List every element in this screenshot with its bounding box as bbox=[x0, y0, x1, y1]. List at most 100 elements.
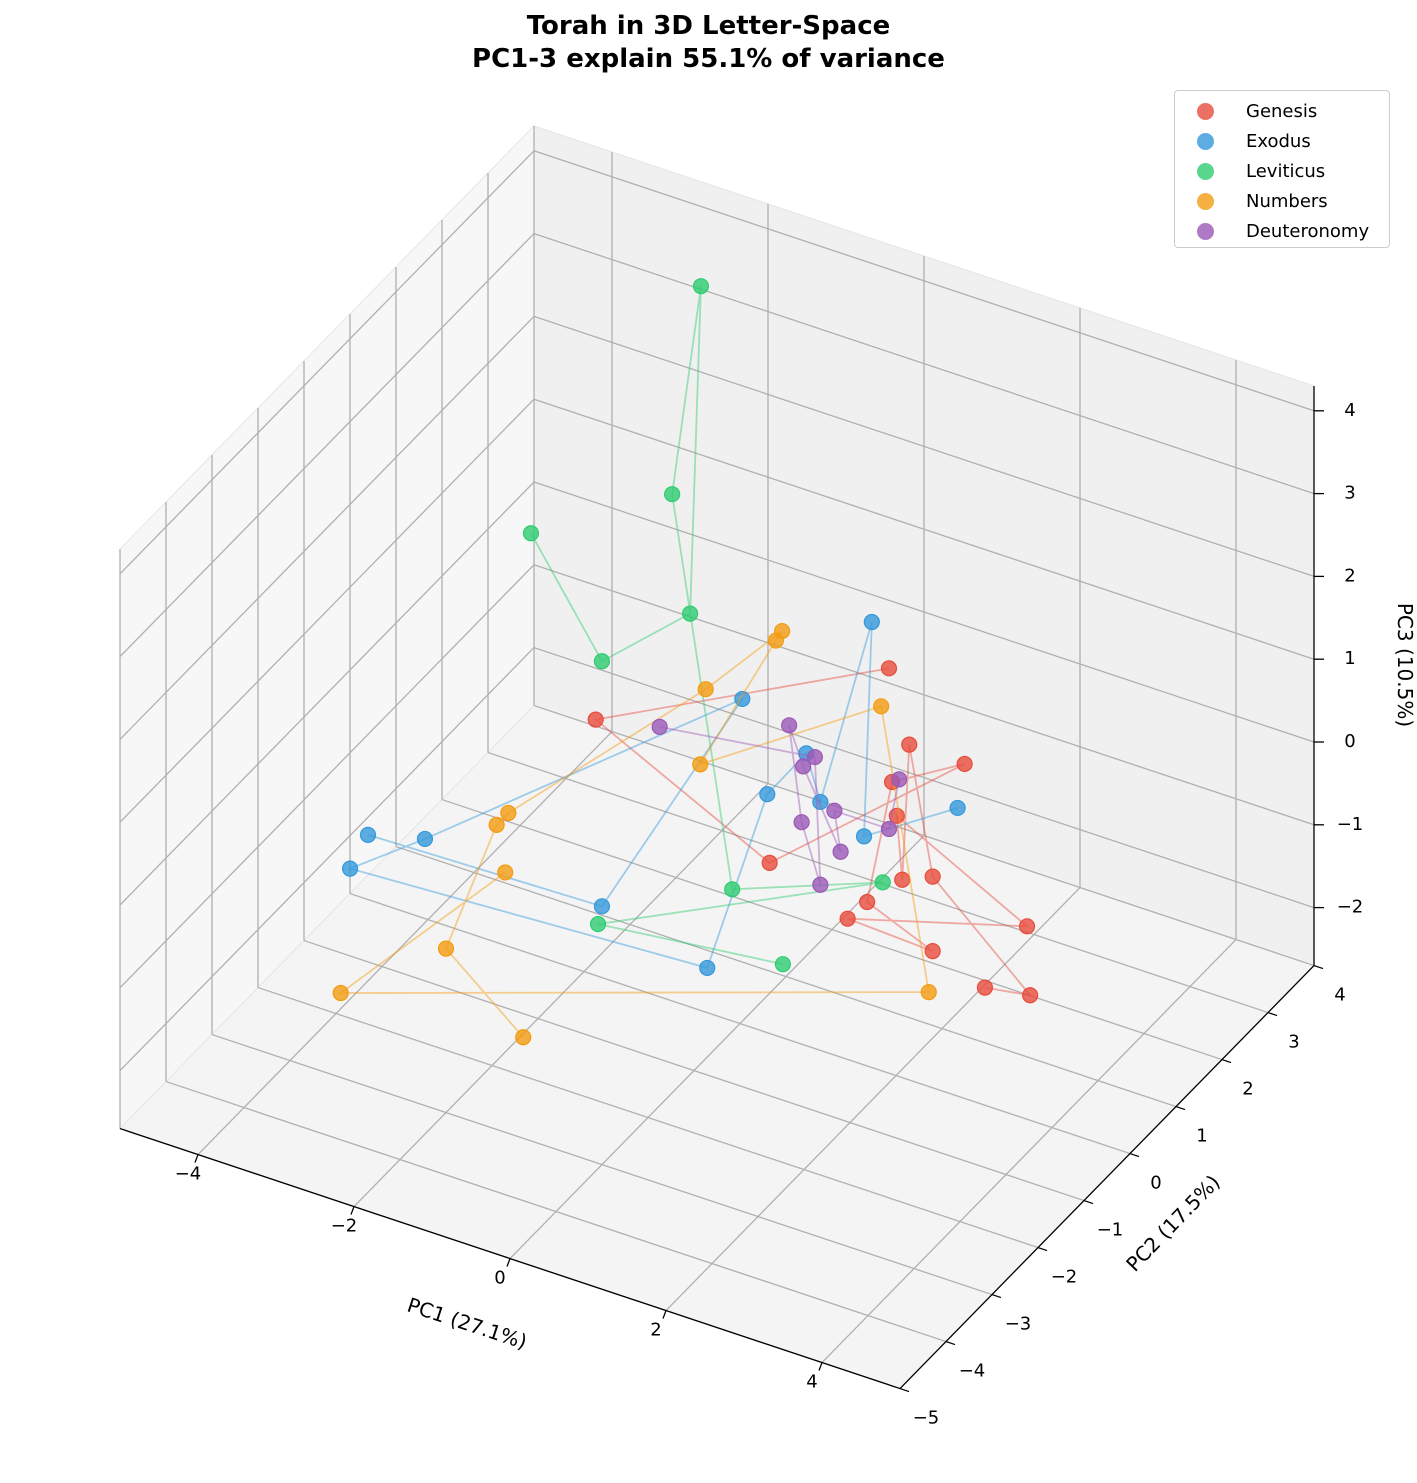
x-tick-label: 2 bbox=[650, 1320, 661, 1341]
z-tick-label: −1 bbox=[1337, 814, 1364, 835]
data-point-exodus bbox=[416, 830, 434, 848]
data-point-leviticus bbox=[692, 278, 710, 295]
legend-marker bbox=[1197, 102, 1214, 120]
data-point-exodus bbox=[699, 959, 716, 977]
z-tick-label: −2 bbox=[1337, 897, 1364, 918]
grid-line-z bbox=[533, 150, 1315, 412]
grid-line-z bbox=[533, 646, 1315, 909]
legend-item: Numbers bbox=[1187, 186, 1389, 216]
grid-line-y bbox=[303, 939, 1085, 1202]
data-point-numbers bbox=[515, 1029, 532, 1046]
y-tick-label: −3 bbox=[1005, 1314, 1032, 1335]
data-point-leviticus bbox=[589, 915, 607, 933]
legend-item: Genesis bbox=[1187, 96, 1389, 126]
data-point-genesis bbox=[880, 660, 898, 677]
z-tick-label: 4 bbox=[1344, 400, 1355, 421]
axis-panes bbox=[119, 124, 1315, 1390]
data-point-numbers bbox=[497, 864, 514, 881]
grid-lines bbox=[119, 125, 1315, 1390]
data-point-exodus bbox=[359, 826, 377, 843]
y-tick-label: −5 bbox=[913, 1408, 940, 1429]
series-line-deuteronomy bbox=[659, 725, 901, 885]
grid-line-z bbox=[119, 398, 535, 823]
legend-item: Exodus bbox=[1187, 126, 1389, 156]
data-point-deuteronomy bbox=[832, 843, 849, 860]
z-tick-label: 2 bbox=[1344, 565, 1355, 586]
data-point-exodus bbox=[812, 793, 829, 811]
data-point-genesis bbox=[956, 755, 973, 773]
data-point-genesis bbox=[924, 943, 941, 960]
legend-label: Deuteronomy bbox=[1246, 220, 1370, 242]
data-point-exodus bbox=[593, 898, 611, 915]
data-point-deuteronomy bbox=[781, 717, 798, 734]
grid-line-x bbox=[665, 887, 1081, 1312]
x-tick-label: −4 bbox=[175, 1164, 202, 1185]
data-point-leviticus bbox=[664, 486, 681, 503]
data-point-genesis bbox=[761, 854, 778, 871]
y-tick-mark bbox=[899, 1387, 910, 1393]
grid-line-z bbox=[533, 481, 1315, 743]
data-point-genesis bbox=[1022, 987, 1039, 1004]
series-line-exodus bbox=[347, 621, 958, 970]
y-tick-mark bbox=[1313, 964, 1324, 970]
data-series bbox=[332, 278, 1039, 1046]
data-point-deuteronomy bbox=[793, 814, 810, 831]
legend-label: Numbers bbox=[1246, 190, 1328, 212]
grid-line-z bbox=[119, 150, 535, 575]
y-tick-mark bbox=[1083, 1199, 1094, 1205]
x-tick-mark bbox=[662, 1310, 667, 1319]
x-tick-label: 0 bbox=[494, 1268, 505, 1289]
y-axis-label: PC2 (17.5%) bbox=[1121, 1170, 1225, 1276]
grid-line-y bbox=[211, 1033, 993, 1296]
data-point-genesis bbox=[894, 871, 911, 888]
subtitle-line: PC1-3 explain 55.1% of variance bbox=[472, 44, 945, 74]
grid-line-x bbox=[197, 731, 613, 1156]
data-point-deuteronomy bbox=[891, 771, 908, 788]
y-axis-line bbox=[899, 965, 1315, 1390]
y-tick-mark bbox=[1267, 1011, 1278, 1017]
title-line: Torah in 3D Letter-Space bbox=[526, 11, 891, 41]
legend: Genesis Exodus Leviticus Numbers Deuteronomy bbox=[1174, 90, 1390, 248]
data-point-leviticus bbox=[874, 874, 891, 891]
data-point-exodus bbox=[341, 860, 359, 877]
data-point-genesis bbox=[839, 910, 856, 927]
data-point-leviticus bbox=[681, 605, 699, 622]
legend-label: Genesis bbox=[1246, 100, 1318, 122]
y-tick-label: 1 bbox=[1196, 1126, 1207, 1147]
grid-line-y bbox=[533, 704, 1315, 967]
data-point-genesis bbox=[859, 893, 876, 911]
tick-labels: −4 −2 0 2 4 −5 −4 −3 −2 −1 0 1 2 3 4 −2 −1 0 1 2 3 4 bbox=[175, 400, 1364, 1429]
data-point-numbers bbox=[437, 940, 455, 957]
data-point-leviticus bbox=[724, 881, 741, 898]
legend-marker bbox=[1197, 132, 1214, 150]
legend-item: Deuteronomy bbox=[1187, 216, 1389, 246]
grid-line-z bbox=[119, 647, 535, 1072]
grid-line-z bbox=[119, 315, 535, 740]
y-tick-label: 0 bbox=[1150, 1173, 1161, 1194]
grid-line-z bbox=[533, 232, 1315, 495]
y-tick-label: 2 bbox=[1242, 1079, 1253, 1100]
data-point-genesis bbox=[1018, 918, 1036, 935]
data-point-numbers bbox=[767, 632, 784, 649]
z-tick-label: 0 bbox=[1344, 731, 1355, 752]
grid-line-z bbox=[533, 315, 1315, 578]
data-point-deuteronomy bbox=[651, 718, 668, 735]
y-tick-mark bbox=[945, 1340, 956, 1346]
x-tick-mark bbox=[194, 1154, 199, 1163]
grid-line-z bbox=[119, 481, 535, 906]
data-point-genesis bbox=[901, 736, 918, 753]
data-point-genesis bbox=[976, 979, 994, 996]
y-tick-label: −2 bbox=[1051, 1267, 1078, 1288]
data-point-deuteronomy bbox=[826, 802, 843, 819]
y-tick-mark bbox=[1037, 1246, 1048, 1252]
x-tick-label: −2 bbox=[331, 1216, 358, 1237]
y-tick-label: −4 bbox=[959, 1361, 986, 1382]
grid-line-y bbox=[257, 986, 1039, 1249]
data-point-numbers bbox=[488, 816, 505, 833]
data-point-exodus bbox=[863, 613, 880, 631]
y-tick-label: 3 bbox=[1288, 1032, 1299, 1053]
legend-marker bbox=[1197, 222, 1214, 240]
data-point-exodus bbox=[734, 690, 751, 708]
grid-line-x bbox=[509, 835, 925, 1260]
